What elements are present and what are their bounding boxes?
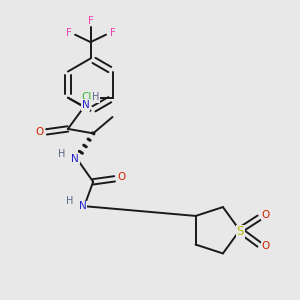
Text: N: N — [82, 100, 90, 110]
Text: S: S — [237, 225, 244, 238]
Text: F: F — [88, 16, 94, 26]
Text: Cl: Cl — [82, 92, 92, 102]
Text: O: O — [35, 127, 44, 137]
Text: N: N — [79, 201, 87, 211]
Text: H: H — [58, 149, 66, 159]
Text: O: O — [262, 210, 270, 220]
Text: F: F — [110, 28, 116, 38]
Text: H: H — [92, 92, 99, 102]
Text: H: H — [66, 196, 74, 206]
Text: O: O — [262, 241, 270, 251]
Text: N: N — [71, 154, 79, 164]
Text: F: F — [66, 28, 71, 38]
Text: O: O — [118, 172, 126, 182]
